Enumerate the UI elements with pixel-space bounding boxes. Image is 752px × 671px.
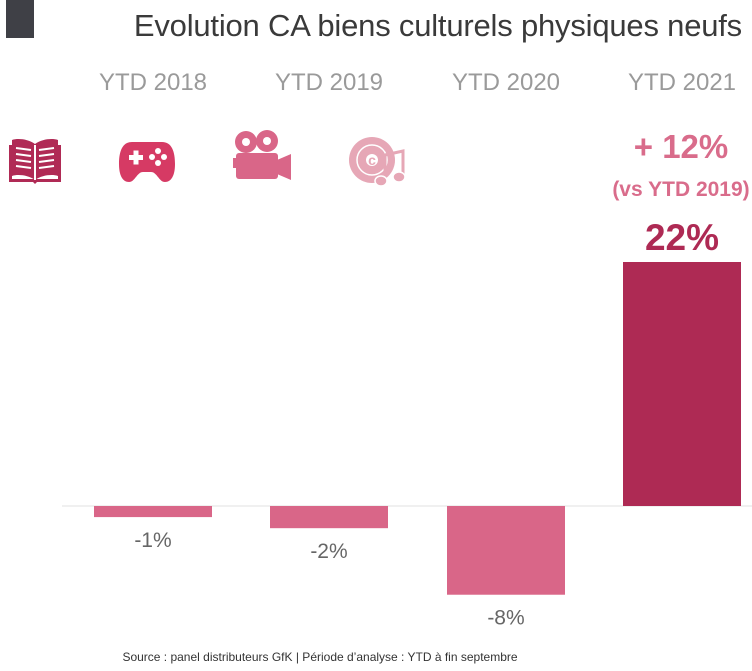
annotation-detail: (vs YTD 2019) [612,178,750,201]
data-label-ytd-2019: -2% [310,540,347,563]
chart-title: Evolution CA biens culturels physiques n… [133,8,742,43]
gamepad-icon [119,142,175,182]
source-note: Source : panel distributeurs GfK | Pério… [122,650,518,664]
data-label-ytd-2018: -1% [134,529,171,552]
category-label-ytd-2018: YTD 2018 [98,69,208,96]
data-label-ytd-2020: -8% [487,607,524,630]
category-label-ytd-2021: YTD 2021 [627,69,737,96]
corner-block [6,0,34,38]
bar-ytd-2019 [270,506,388,529]
bar-ytd-2021 [623,262,741,506]
annotation-headline: + 12% [633,128,729,165]
bar-ytd-2018 [94,506,212,518]
svg-text:c: c [368,152,376,168]
movie-camera-icon [233,130,291,180]
bar-ytd-2020 [447,506,565,595]
book-icon [9,139,61,184]
category-label-ytd-2019: YTD 2019 [274,69,384,96]
category-label-ytd-2020: YTD 2020 [451,69,561,96]
music-disc-icon: c [349,137,405,187]
data-label-ytd-2021: 22% [645,217,719,258]
